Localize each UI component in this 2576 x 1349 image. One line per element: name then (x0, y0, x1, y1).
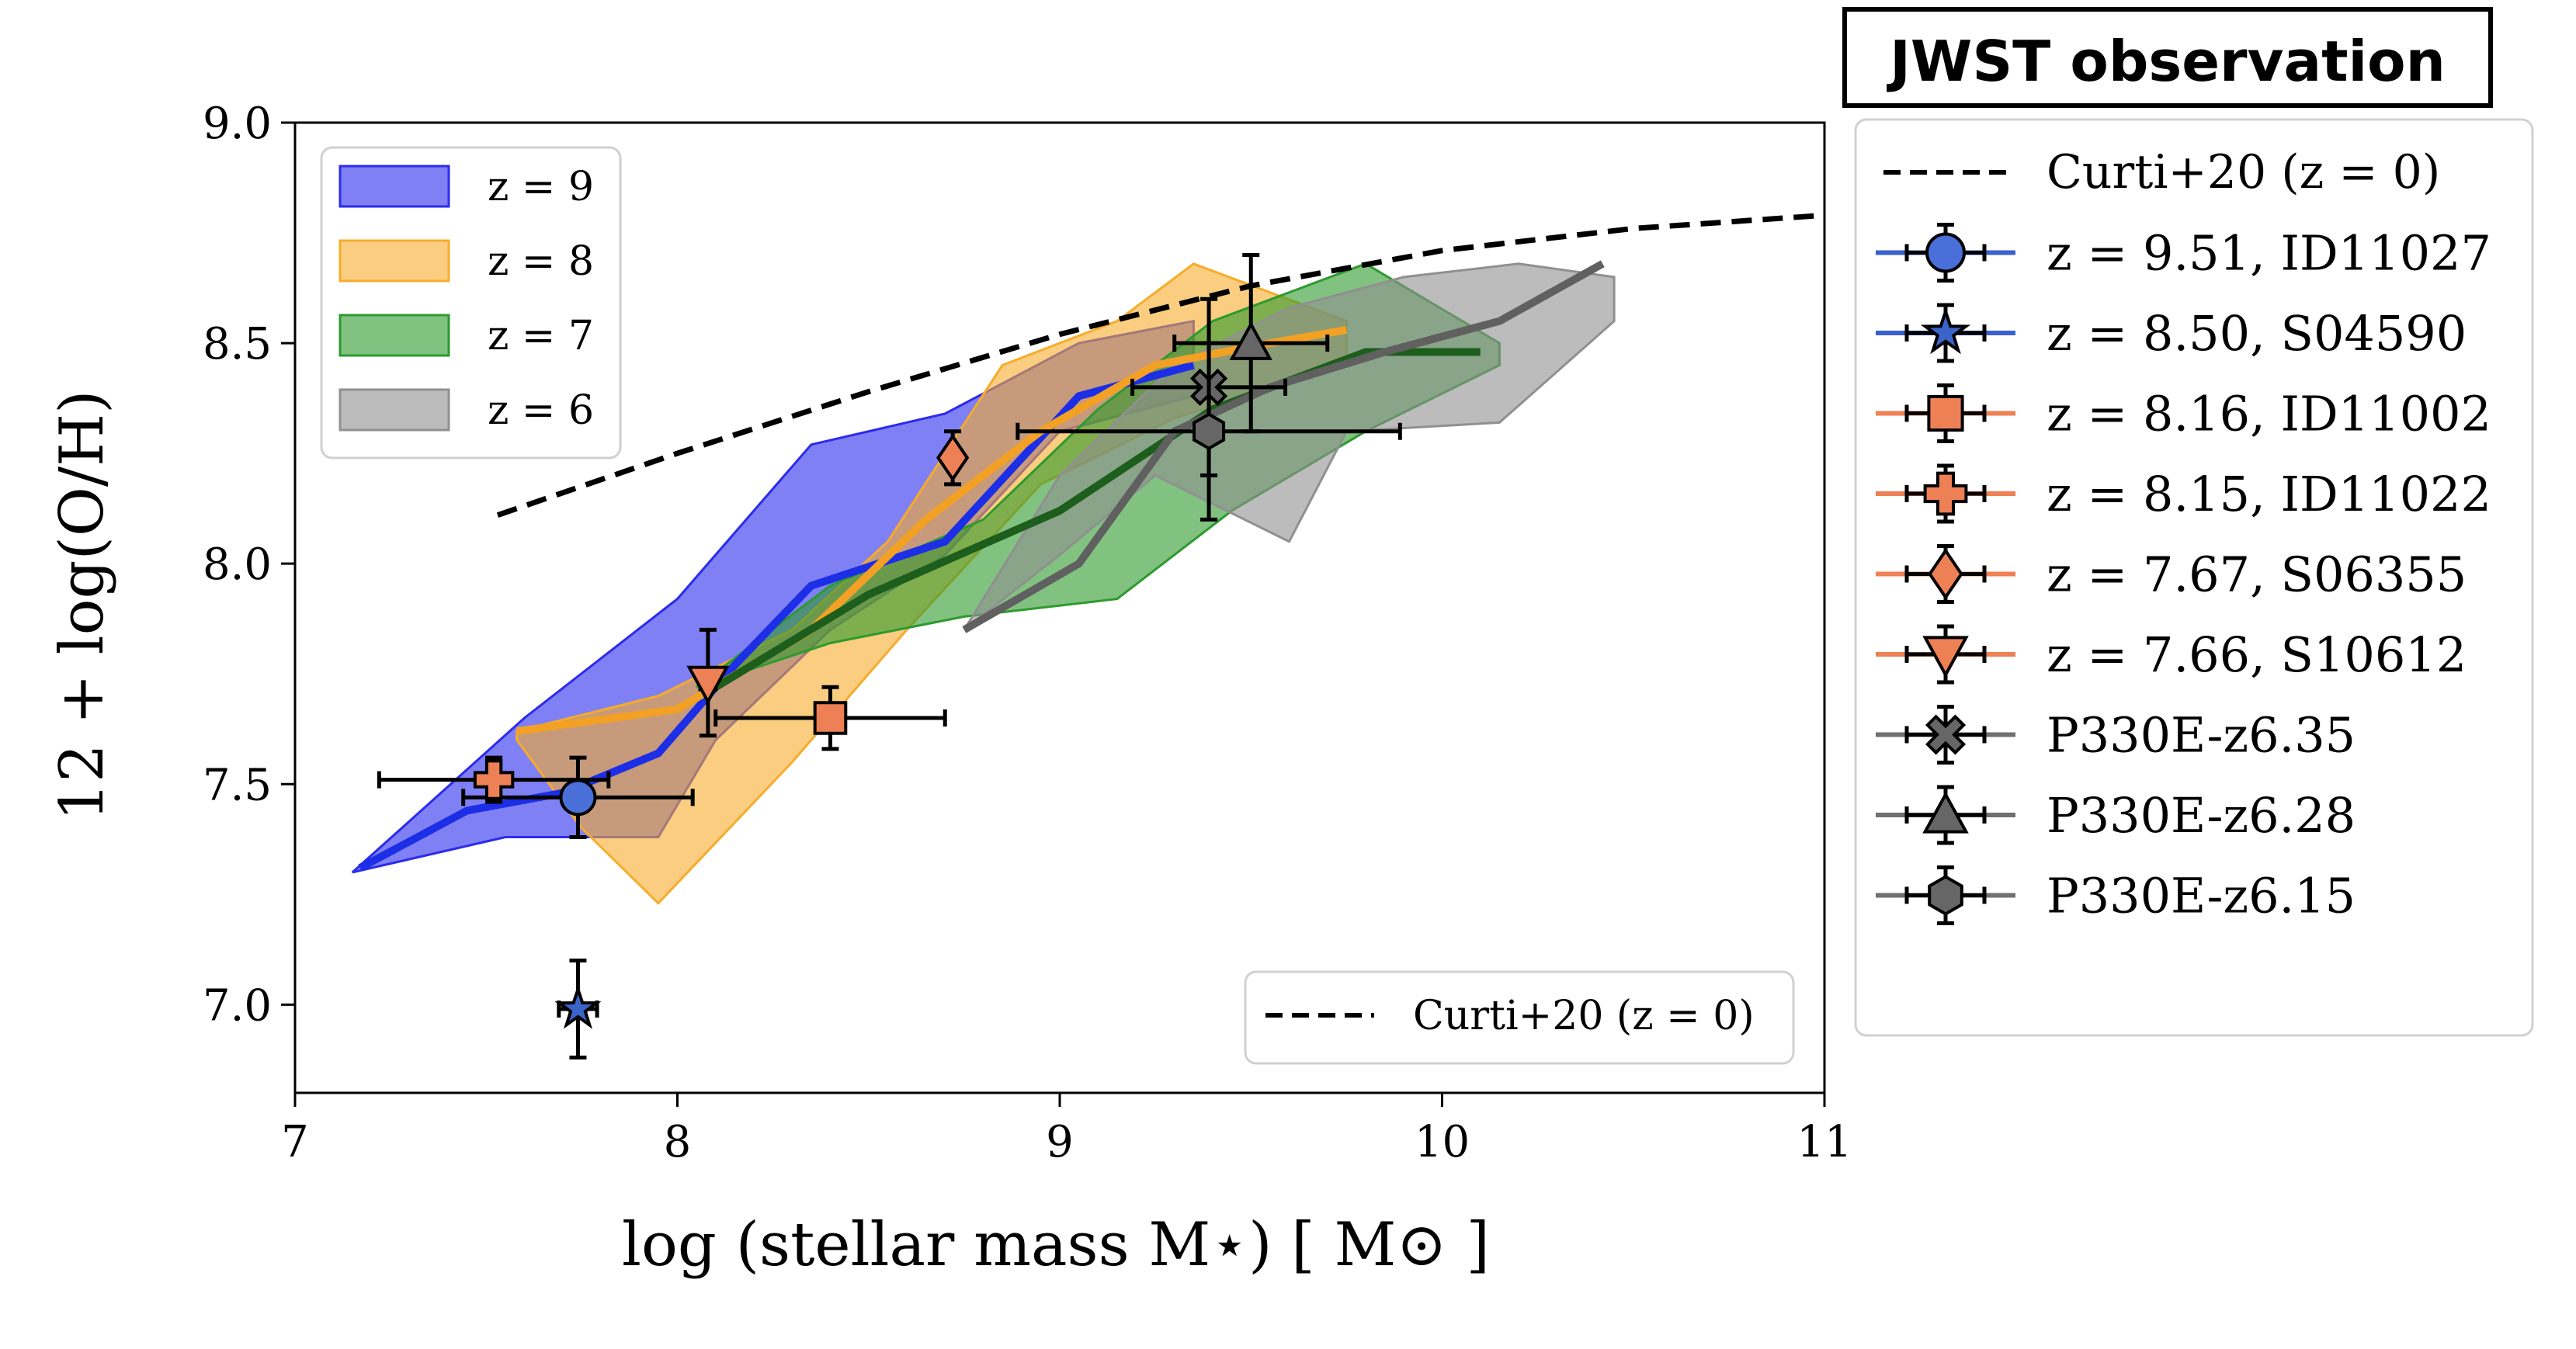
x-axis-label: log (stellar mass M⋆) [ M⊙ ] (622, 1210, 1490, 1280)
x-tick-label: 8 (664, 1117, 692, 1167)
x-tick-label: 11 (1797, 1117, 1852, 1167)
obs-legend-label: P330E-z6.35 (2047, 707, 2356, 764)
y-tick-label: 7.5 (203, 760, 272, 810)
obs-point-marker (1193, 412, 1226, 451)
curti-curve-line (496, 212, 1825, 518)
x-tick-label: 7 (281, 1117, 309, 1167)
curve-legend-frame (1244, 970, 1795, 1065)
obs-legend-label: z = 8.50, S04590 (2047, 305, 2467, 362)
obs-legend-marker (1928, 875, 1963, 916)
obs-point-marker (686, 665, 730, 705)
observation-legend-frame (1854, 118, 2534, 1037)
obs-legend-label: P330E-z6.28 (2047, 787, 2356, 844)
curve-legend-label: Curti+20 (z = 0) (1413, 993, 1755, 1039)
obs-legend-label: z = 8.16, ID11002 (2047, 386, 2491, 442)
obs-legend-marker (1927, 394, 1964, 432)
y-tick-label: 8.0 (203, 539, 272, 590)
obs-legend-label: z = 9.51, ID11027 (2047, 225, 2491, 282)
observation-legend-title-box (1842, 7, 2493, 108)
y-axis-label: 12 + log(O/H) (47, 390, 117, 820)
sim-legend-swatch (338, 239, 450, 283)
obs-legend-marker (1920, 307, 1971, 355)
obs-legend-label: P330E-z6.15 (2047, 868, 2356, 924)
obs-legend-curve-label: Curti+20 (z = 0) (2047, 145, 2440, 199)
obs-legend-label: z = 8.15, ID11022 (2047, 466, 2491, 522)
curti-reference-curve (496, 212, 1825, 518)
sim-legend-swatch (338, 314, 450, 357)
y-tick-label: 7.0 (203, 980, 272, 1031)
obs-point-marker (559, 779, 597, 817)
obs-legend-marker (1925, 714, 1967, 755)
band-median-line (358, 361, 1195, 872)
observation-legend: JWST observation Curti+20 (z = 0) z = 9.5… (1842, 7, 2534, 1037)
obs-point-marker (554, 984, 602, 1029)
obs-legend-marker (1923, 471, 1968, 516)
sim-legend-label: z = 6 (488, 387, 594, 434)
obs-legend-marker (1922, 636, 1969, 678)
obs-legend-marker (1928, 547, 1963, 601)
sim-legend-label: z = 7 (488, 313, 594, 359)
y-tick-label: 8.5 (203, 319, 272, 369)
y-tick-label: 9.0 (203, 99, 272, 149)
simulation-legend: z = 9 z = 8 z = 7 z = 6 (320, 146, 622, 459)
sim-legend-label: z = 8 (488, 238, 594, 285)
obs-legend-label: z = 7.67, S06355 (2047, 546, 2467, 603)
sim-legend-label: z = 9 (488, 164, 594, 210)
obs-legend-marker (1922, 791, 1969, 834)
curve-legend: Curti+20 (z = 0) (1244, 970, 1795, 1065)
obs-point-marker (813, 701, 848, 735)
jwst-observations (377, 252, 1402, 1060)
observation-legend-title: JWST observation (1886, 29, 2446, 94)
obs-legend-label: z = 7.66, S10612 (2047, 626, 2467, 683)
simulation-legend-frame (320, 146, 622, 459)
x-axis-ticks: 7 8 9 10 11 (281, 1093, 1852, 1167)
sim-legend-swatch (338, 165, 450, 208)
obs-point-marker (1229, 321, 1272, 360)
obs-legend-marker (1925, 232, 1966, 273)
obs-point-marker (473, 759, 515, 800)
sim-legend-swatch (338, 388, 450, 432)
x-tick-label: 9 (1046, 1117, 1074, 1167)
x-tick-label: 10 (1415, 1117, 1470, 1167)
y-axis-ticks: 7.0 7.5 8.0 8.5 9.0 (203, 99, 295, 1031)
obs-point-marker (936, 433, 970, 482)
